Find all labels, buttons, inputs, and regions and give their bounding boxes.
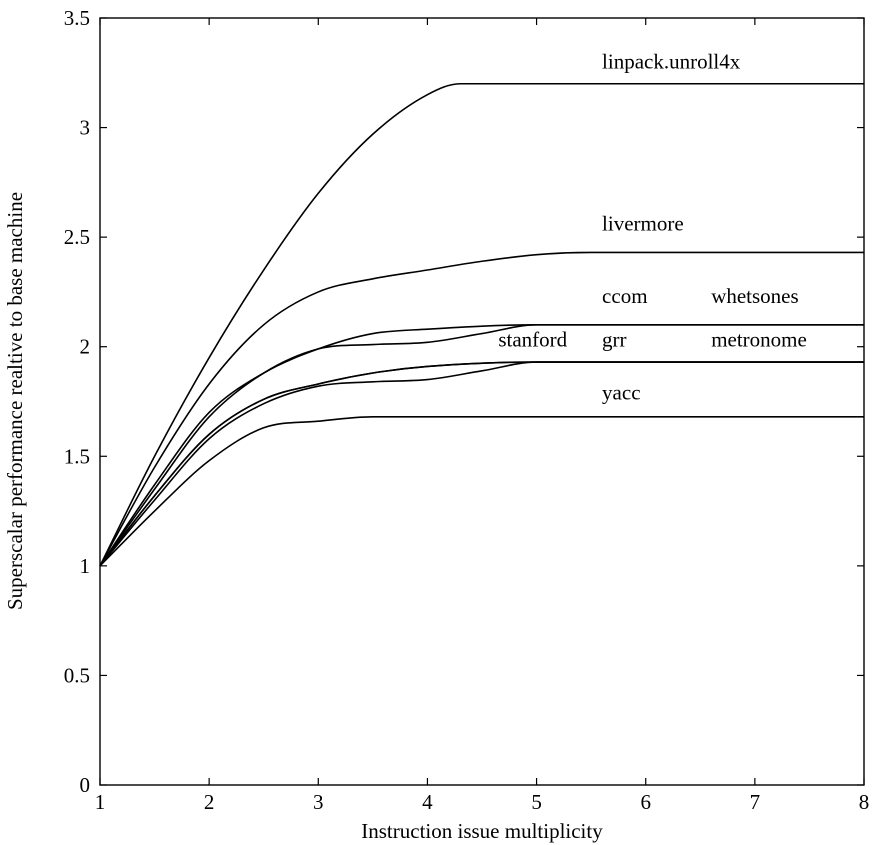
series-label-yacc: yacc: [602, 380, 640, 404]
y-tick-label: 0.5: [64, 663, 90, 687]
series-line-yacc: [99, 416, 864, 567]
x-axis: 1 2 3 4 5 6 7 8: [95, 18, 870, 814]
x-axis-title: Instruction issue multiplicity: [361, 819, 603, 843]
x-tick-label: 1: [95, 790, 106, 814]
series-line-grr: [99, 361, 864, 567]
y-tick-label: 3: [80, 116, 91, 140]
x-tick-label: 2: [204, 790, 215, 814]
series-line-livermore: [99, 251, 864, 567]
y-tick-label: 0: [80, 773, 91, 797]
y-tick-label: 1.5: [64, 444, 90, 468]
x-tick-label: 5: [531, 790, 542, 814]
y-tick-label: 2: [80, 335, 91, 359]
series-labels: linpack.unroll4x livermore ccom whetsones st…: [498, 49, 806, 404]
y-tick-label: 1: [80, 554, 91, 578]
series-line-stanford: [99, 361, 864, 567]
x-tick-label: 4: [422, 790, 433, 814]
x-tick-label: 3: [313, 790, 324, 814]
series-line-whetsones: [99, 323, 864, 567]
series-label-metronome: metronome: [711, 328, 807, 352]
plot-frame: [99, 17, 865, 786]
y-axis: 0 0.5 1 1.5 2 2.5 3 3.5: [64, 6, 864, 797]
series-label-grr: grr: [602, 328, 627, 352]
series-label-stanford: stanford: [498, 328, 567, 352]
y-tick-label: 3.5: [64, 6, 90, 30]
y-tick-label: 2.5: [64, 225, 90, 249]
y-axis-title: Superscalar performance realtive to base…: [3, 192, 27, 610]
x-tick-label: 6: [640, 790, 651, 814]
series-label-whetsones: whetsones: [711, 284, 799, 308]
series-line-ccom: [99, 323, 864, 567]
x-tick-label: 8: [859, 790, 870, 814]
series-label-linpack-unroll4x: linpack.unroll4x: [602, 49, 741, 73]
series-label-livermore: livermore: [602, 212, 684, 236]
series-lines: [99, 82, 864, 567]
series-label-ccom: ccom: [602, 284, 647, 308]
x-tick-label: 7: [750, 790, 761, 814]
series-line-metronome: [99, 361, 864, 567]
series-line-linpack-unroll4x: [99, 82, 864, 567]
